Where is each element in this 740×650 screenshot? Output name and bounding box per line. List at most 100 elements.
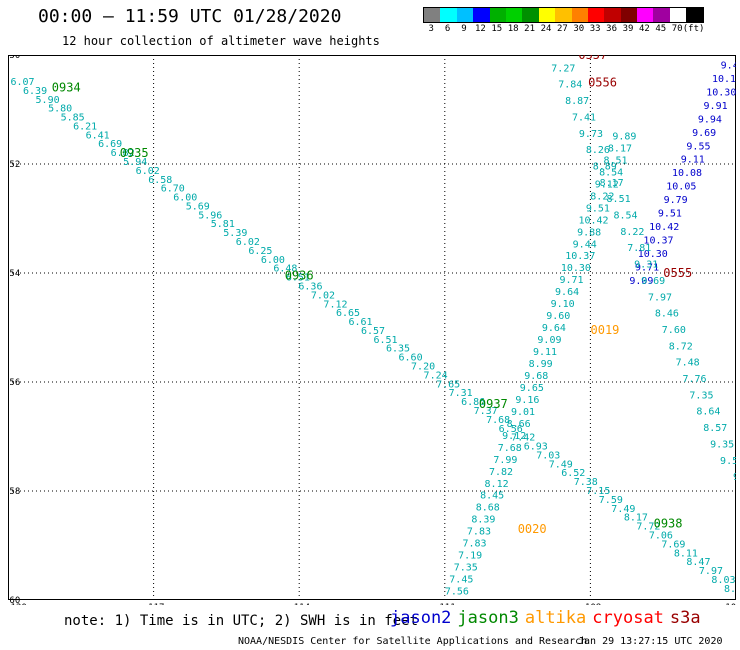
pass-time-label: 0555 [663, 266, 692, 280]
swh-value-label: 8.17 [600, 178, 624, 189]
swh-value-label: 8.51 [607, 194, 631, 205]
swh-value-label: 9.51 [586, 203, 610, 214]
footer-credit: NOAA/NESDIS Center for Satellite Applica… [238, 636, 588, 647]
swh-value-label: 7.02 [311, 290, 335, 301]
swh-value-label: 6.57 [361, 326, 385, 337]
swh-value-label: 10.42 [649, 222, 679, 233]
map-title: 00:00 – 11:59 UTC 01/28/2020 [38, 6, 342, 27]
plot-frame [8, 55, 736, 600]
swh-value-label: 6.65 [336, 308, 360, 319]
swh-value-label: 6.36 [298, 281, 322, 292]
swh-value-label: 9.69 [641, 276, 665, 287]
swh-value-label: 6.70 [161, 184, 185, 195]
colorbar-swatch [522, 8, 539, 22]
pass-time-label: 0019 [591, 323, 620, 337]
colorbar-label: 39 [622, 24, 634, 34]
pass-time-label: 0937 [479, 397, 508, 411]
swh-value-label: 7.31 [544, 55, 568, 58]
colorbar-swatch [604, 8, 621, 22]
swh-value-label: 7.35 [689, 390, 713, 401]
swh-value-label: 7.97 [699, 566, 723, 577]
wave-height-colorbar [423, 7, 704, 23]
pass-time-label: 0936 [285, 269, 314, 283]
swh-value-label: 10.08 [672, 168, 702, 179]
swh-value-label: 9 [733, 472, 736, 483]
swh-value-label: 9.44 [573, 239, 597, 250]
swh-value-label: 8.72 [669, 341, 693, 352]
swh-value-label: 7.81 [627, 243, 651, 254]
swh-value-label: 9.79 [664, 195, 688, 206]
swh-value-label: 7.56 [445, 587, 469, 598]
swh-value-label: 9.5 [720, 456, 736, 467]
swh-value-label: 7.49 [611, 504, 635, 515]
x-tick-label: -120 [8, 603, 27, 605]
swh-value-label: 8.39 [471, 515, 495, 526]
swh-value-label: 10.05 [666, 182, 696, 193]
y-tick-label: -60 [8, 596, 20, 605]
swh-value-label: 5.39 [223, 228, 247, 239]
swh-value-label: 7.31 [449, 388, 473, 399]
swh-value-label: 9.73 [579, 129, 603, 140]
colorbar-swatch [505, 8, 523, 22]
swh-value-label: 6.86 [461, 397, 485, 408]
footer-timestamp: Jan 29 13:27:15 UTC 2020 [578, 636, 723, 647]
y-tick-label: -50 [8, 55, 20, 61]
colorbar-swatch [637, 8, 654, 22]
swh-value-label: 6.41 [86, 130, 110, 141]
pass-time-label: 0556 [588, 75, 617, 89]
swh-value-label: 6.82 [111, 148, 135, 159]
colorbar-swatch [571, 8, 588, 22]
swh-value-label: 10.30 [561, 263, 591, 274]
swh-value-label: 10.30 [706, 87, 736, 98]
swh-value-label: 9.60 [546, 311, 570, 322]
satellite-legend: jason2 jason3 altika cryosat s3a [390, 608, 707, 628]
swh-value-label: 7.60 [662, 325, 686, 336]
swh-value-label: 8.22 [590, 191, 614, 202]
swh-value-label: 5.85 [61, 113, 85, 124]
colorbar-swatch [489, 8, 506, 22]
swh-value-label: 7.76 [683, 374, 707, 385]
swh-value-label: 8.54 [613, 211, 637, 222]
swh-value-label: 9.09 [537, 335, 561, 346]
swh-value-label: 9.31 [634, 260, 658, 271]
swh-value-label: 7.45 [449, 575, 473, 586]
swh-value-label: 7.41 [572, 112, 596, 123]
swh-value-label: 9.71 [635, 262, 659, 273]
colorbar-label: 24 [540, 24, 552, 34]
swh-value-label: 6.51 [286, 273, 310, 284]
colorbar-swatch [538, 8, 556, 22]
swh-value-label: 7.49 [549, 459, 573, 470]
swh-value-label: 8.17 [608, 143, 632, 154]
swh-value-label: 6.52 [561, 468, 585, 479]
swh-value-label: 6.61 [348, 317, 372, 328]
colorbar-label: 45 [655, 24, 667, 34]
swh-value-label: 7.12 [323, 299, 347, 310]
swh-value-label: 7.06 [649, 530, 673, 541]
swh-value-label: 7.35 [454, 563, 478, 574]
swh-value-label: 7.59 [599, 495, 623, 506]
colorbar-swatch [440, 8, 457, 22]
x-tick-label: -114 [288, 603, 310, 605]
swh-value-label: 5.81 [211, 219, 235, 230]
colorbar-swatch [424, 8, 441, 22]
swh-value-label: 8.46 [655, 309, 679, 320]
swh-value-label: 7.42 [511, 433, 535, 444]
swh-value-label: 7.99 [493, 455, 517, 466]
swh-value-label: 9.71 [559, 275, 583, 286]
swh-value-label: 6.56 [499, 424, 523, 435]
swh-value-label: 10.37 [643, 236, 673, 247]
colorbar-label: 21 [524, 24, 536, 34]
swh-value-label: 8.68 [476, 503, 500, 514]
swh-value-label: 9.64 [542, 323, 566, 334]
colorbar-label: 18 [507, 24, 519, 34]
colorbar-swatch [473, 8, 490, 22]
swh-value-label: 7.68 [498, 443, 522, 454]
colorbar-swatch [653, 8, 670, 22]
swh-value-label: 8.64 [696, 407, 720, 418]
swh-value-label: 8.18 [724, 584, 736, 595]
swh-value-label: 9.68 [524, 371, 548, 382]
swh-value-label: 9.91 [704, 101, 728, 112]
colorbar-label: 27 [556, 24, 568, 34]
swh-value-label: 7.38 [574, 477, 598, 488]
swh-value-label: 6.02 [136, 166, 160, 177]
